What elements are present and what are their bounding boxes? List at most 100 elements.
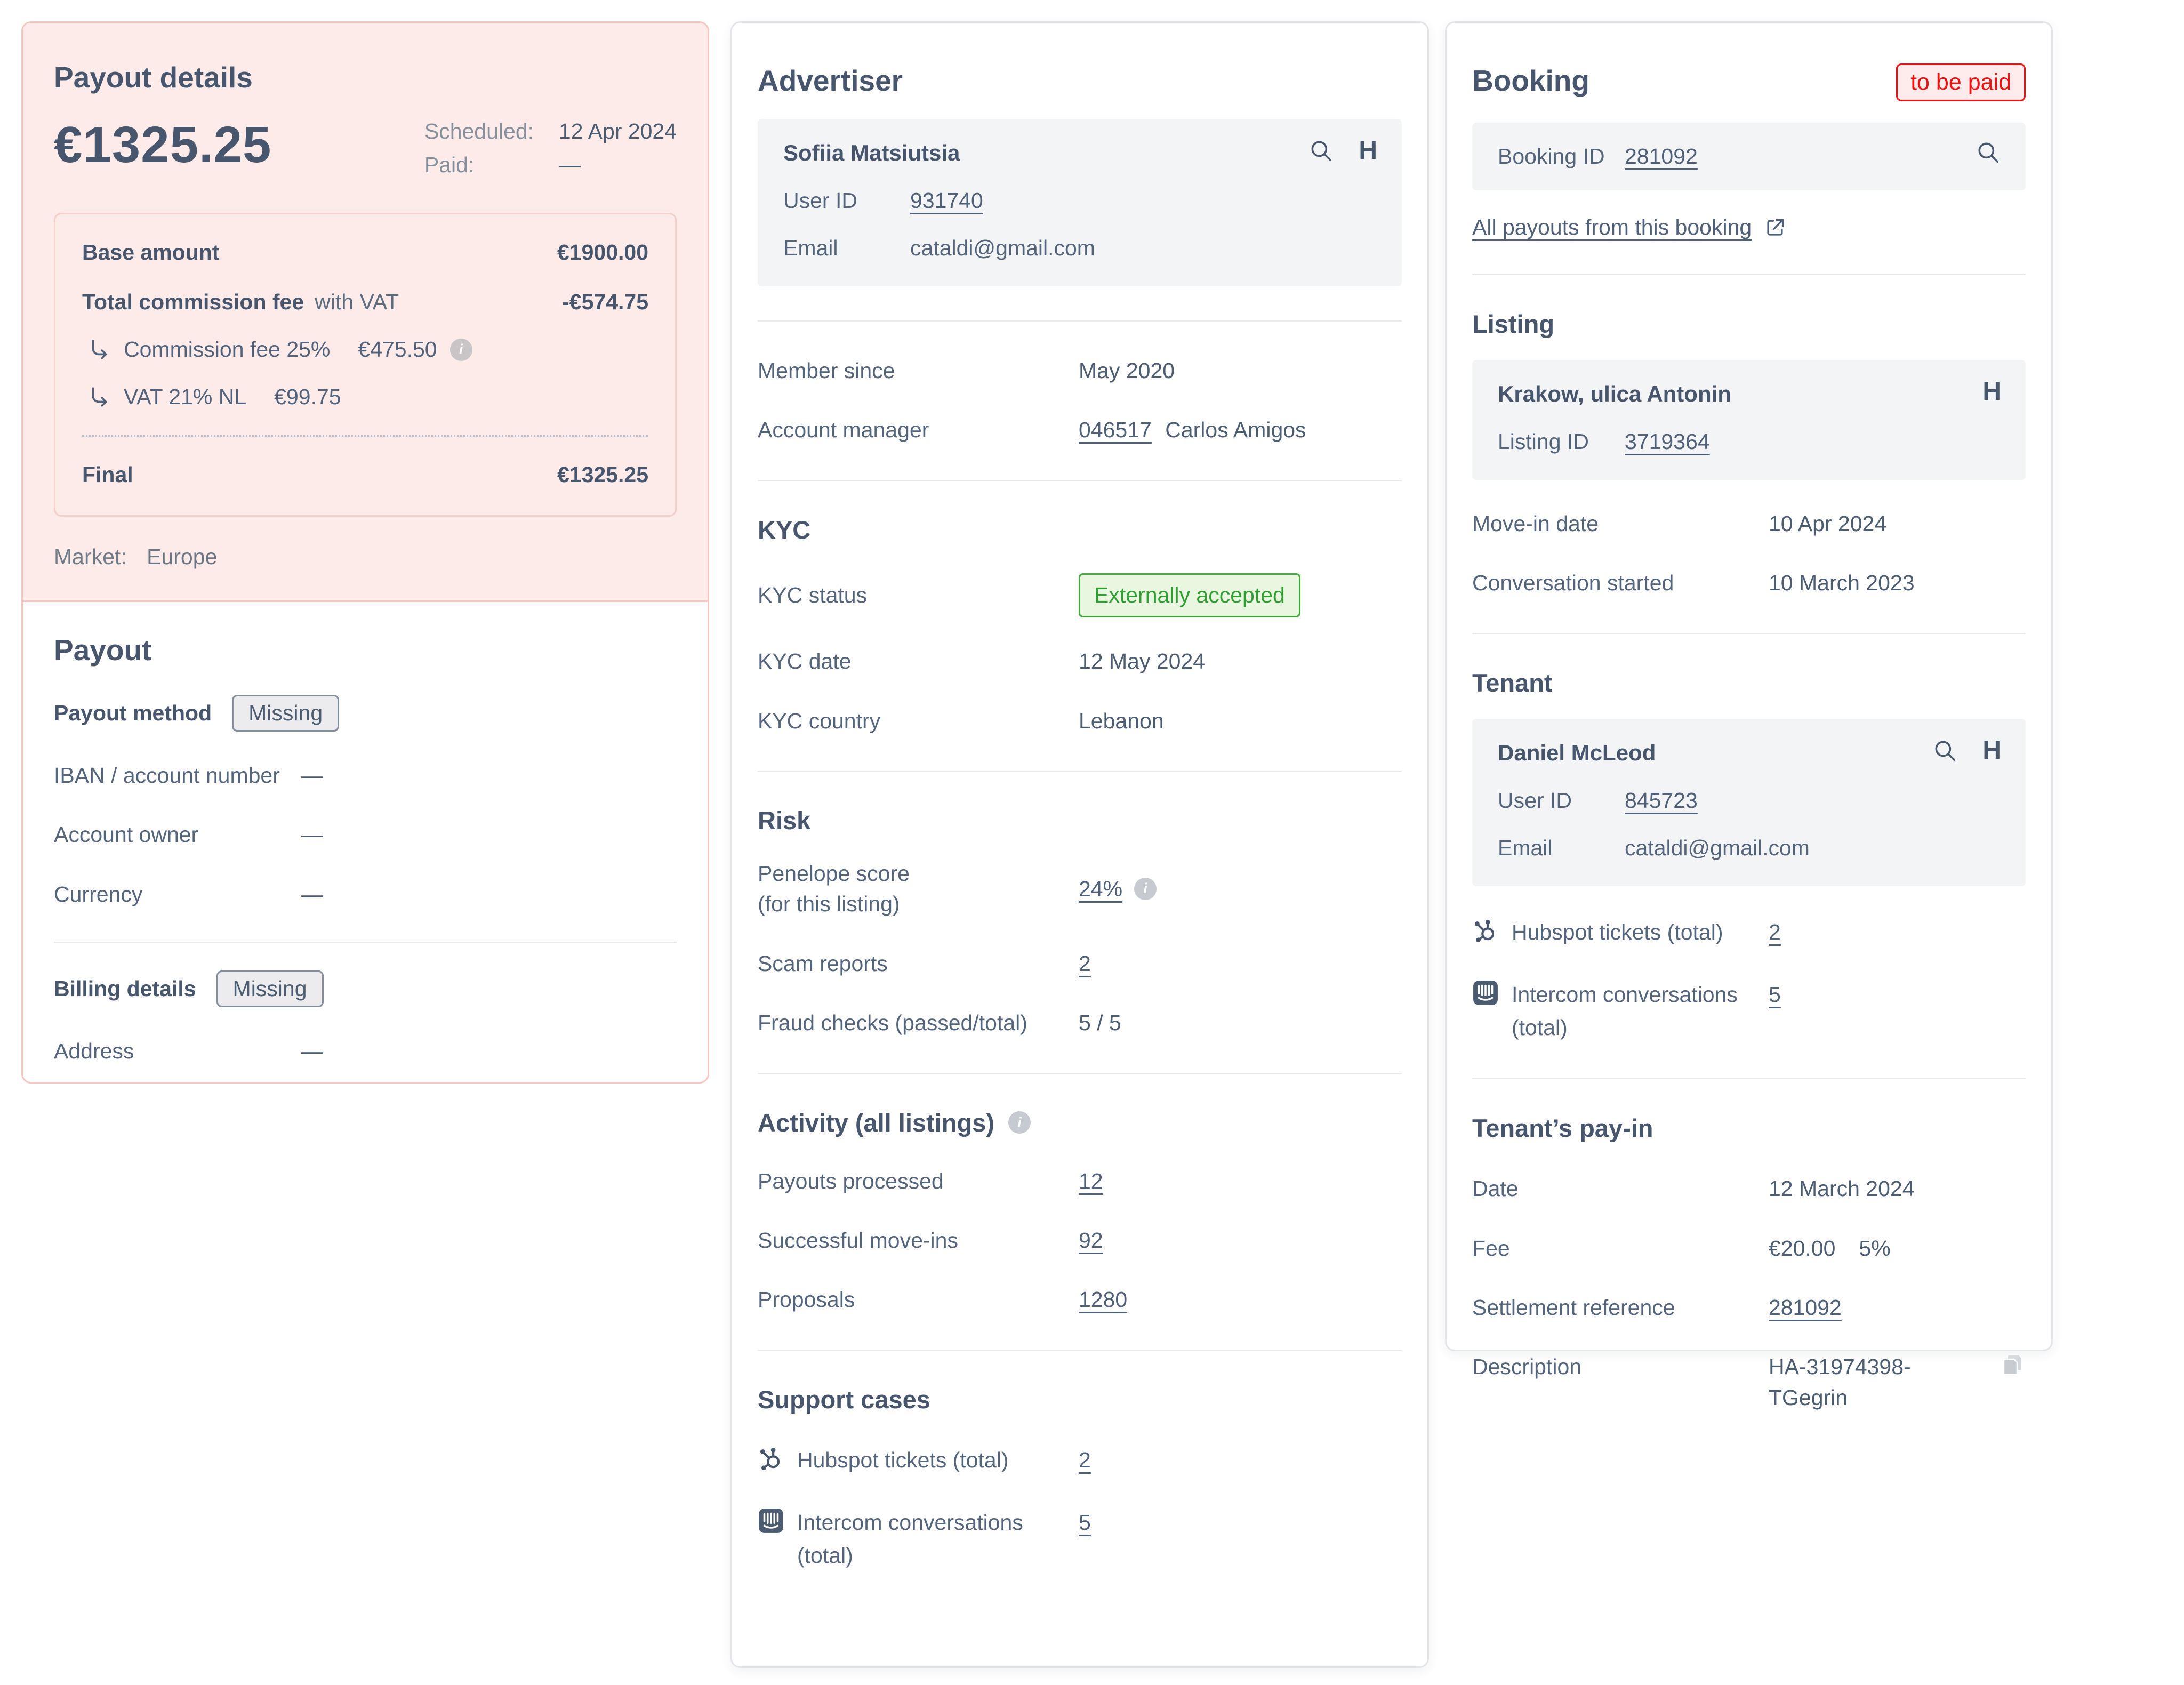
booking-id-label: Booking ID (1498, 144, 1605, 168)
proposals-link[interactable]: 1280 (1079, 1287, 1128, 1312)
kyc-date-row: KYC date 12 May 2024 (758, 646, 1402, 677)
intercom-conversations-link[interactable]: 5 (1079, 1510, 1091, 1535)
move-ins-label: Successful move-ins (758, 1227, 958, 1253)
tenant-email-row: Email cataldi@gmail.com (1498, 836, 2000, 861)
advertiser-email-value: cataldi@gmail.com (910, 236, 1095, 260)
email-label: Email (1498, 835, 1553, 860)
currency-label: Currency (54, 881, 143, 906)
description-label: Description (1472, 1354, 1582, 1379)
settlement-reference-label: Settlement reference (1472, 1295, 1675, 1320)
hubspot-tickets-row: Hubspot tickets (total) 2 (758, 1444, 1402, 1477)
search-icon[interactable] (1308, 138, 1334, 164)
scheduled-value: 12 Apr 2024 (558, 119, 677, 143)
email-label: Email (783, 236, 838, 260)
listing-id-label: Listing ID (1498, 429, 1589, 454)
booking-id-box: Booking ID 281092 (1472, 123, 2026, 190)
listing-id-link[interactable]: 3719364 (1625, 429, 1710, 454)
payout-method-missing-chip: Missing (232, 695, 340, 732)
tenant-hubspot-row: Hubspot tickets (total) 2 (1472, 916, 2026, 949)
vat-subrow: VAT 21% NL €99.75 (82, 384, 648, 410)
payout-method-label: Payout method (54, 701, 212, 725)
housinganywhere-icon[interactable]: H (1982, 378, 2001, 406)
copy-icon[interactable] (2000, 1352, 2026, 1377)
commission-fee-value: €475.50 (358, 337, 437, 362)
fraud-checks-row: Fraud checks (passed/total) 5 / 5 (758, 1008, 1402, 1038)
divider (1472, 632, 2026, 634)
housinganywhere-icon[interactable]: H (1359, 137, 1377, 165)
advertiser-card: Advertiser Sofiia Matsiutsia H User ID 9… (730, 21, 1429, 1668)
info-icon[interactable]: i (1008, 1111, 1031, 1134)
description-value: HA-31974398-TGegrin (1769, 1354, 1911, 1410)
tenant-name: Daniel McLeod (1498, 740, 1656, 765)
move-ins-link[interactable]: 92 (1079, 1227, 1103, 1253)
external-link-icon[interactable] (1763, 216, 1787, 239)
info-icon[interactable]: i (1134, 878, 1157, 901)
base-amount-value: €1900.00 (557, 240, 648, 264)
fraud-checks-label: Fraud checks (passed/total) (758, 1010, 1027, 1036)
kyc-country-value: Lebanon (1079, 708, 1164, 733)
penelope-value-link[interactable]: 24% (1079, 876, 1123, 901)
amount-row: €1325.25 Scheduled: 12 Apr 2024 Paid: — (54, 116, 677, 186)
account-owner-label: Account owner (54, 822, 199, 847)
tenant-user-id-link[interactable]: 845723 (1625, 788, 1698, 813)
penelope-label: Penelope score (758, 861, 910, 886)
member-since-value: May 2020 (1079, 358, 1175, 383)
hubspot-tickets-link[interactable]: 2 (1079, 1447, 1091, 1472)
all-payouts-link[interactable]: All payouts from this booking (1472, 215, 1752, 239)
booking-id-row: Booking ID 281092 (1498, 144, 2000, 169)
currency-row: Currency — (54, 879, 677, 910)
payin-date-value: 12 March 2024 (1769, 1176, 1915, 1201)
housinganywhere-icon[interactable]: H (1982, 736, 2001, 765)
divider (1472, 274, 2026, 275)
market-label: Market: (54, 544, 127, 569)
vat-value: €99.75 (274, 384, 341, 409)
payout-method-row: Payout method Missing (54, 695, 677, 732)
settlement-reference-link[interactable]: 281092 (1769, 1295, 1842, 1320)
search-icon[interactable] (1932, 738, 1958, 764)
conversation-started-label: Conversation started (1472, 571, 1674, 596)
commission-fee-label: Commission fee 25% (124, 337, 331, 362)
payouts-processed-row: Payouts processed 12 (758, 1166, 1402, 1197)
info-icon[interactable]: i (449, 338, 472, 361)
advertiser-title: Advertiser (758, 64, 903, 97)
tenant-payin-title: Tenant’s pay-in (1472, 1114, 1653, 1143)
payouts-processed-label: Payouts processed (758, 1168, 944, 1193)
payin-date-label: Date (1472, 1176, 1519, 1201)
account-owner-row: Account owner — (54, 820, 677, 850)
scam-reports-row: Scam reports 2 (758, 949, 1402, 979)
booking-status-badge: to be paid (1896, 63, 2026, 101)
payin-fee-row: Fee €20.00 5% (1472, 1233, 2026, 1264)
risk-title: Risk (758, 806, 811, 835)
account-manager-id-link[interactable]: 046517 (1079, 418, 1152, 443)
kyc-date-label: KYC date (758, 649, 852, 674)
divider (758, 320, 1402, 322)
schedule-block: Scheduled: 12 Apr 2024 Paid: — (424, 116, 677, 186)
commission-label: Total commission fee (82, 290, 304, 314)
final-row: Final €1325.25 (82, 462, 648, 487)
divider (1472, 1078, 2026, 1080)
intercom-conversations-label: Intercom conversations (797, 1510, 1023, 1535)
booking-title: Booking (1472, 64, 1589, 97)
user-id-label: User ID (1498, 788, 1572, 813)
intercom-icon (1472, 978, 1512, 1006)
proposals-label: Proposals (758, 1287, 855, 1312)
payouts-processed-link[interactable]: 12 (1079, 1168, 1103, 1193)
scheduled-row: Scheduled: 12 Apr 2024 (424, 119, 677, 144)
penelope-sublabel: (for this listing) (758, 892, 900, 917)
booking-id-link[interactable]: 281092 (1625, 144, 1698, 168)
all-payouts-row: All payouts from this booking (1472, 215, 2026, 240)
divider (54, 942, 677, 943)
commission-note: with VAT (315, 290, 399, 314)
intercom-conversations-label: Intercom conversations (1512, 982, 1738, 1007)
kyc-title: KYC (758, 515, 811, 544)
member-since-row: Member since May 2020 (758, 356, 1402, 386)
search-icon[interactable] (1976, 140, 2001, 165)
advertiser-email-row: Email cataldi@gmail.com (783, 236, 1376, 261)
commission-value: -€574.75 (562, 290, 648, 314)
scam-reports-link[interactable]: 2 (1079, 951, 1091, 976)
tenant-intercom-link[interactable]: 5 (1769, 982, 1781, 1007)
tenant-hubspot-link[interactable]: 2 (1769, 919, 1781, 944)
billing-details-label: Billing details (54, 976, 196, 1001)
advertiser-user-id-link[interactable]: 931740 (910, 188, 983, 213)
kyc-date-value: 12 May 2024 (1079, 649, 1206, 674)
